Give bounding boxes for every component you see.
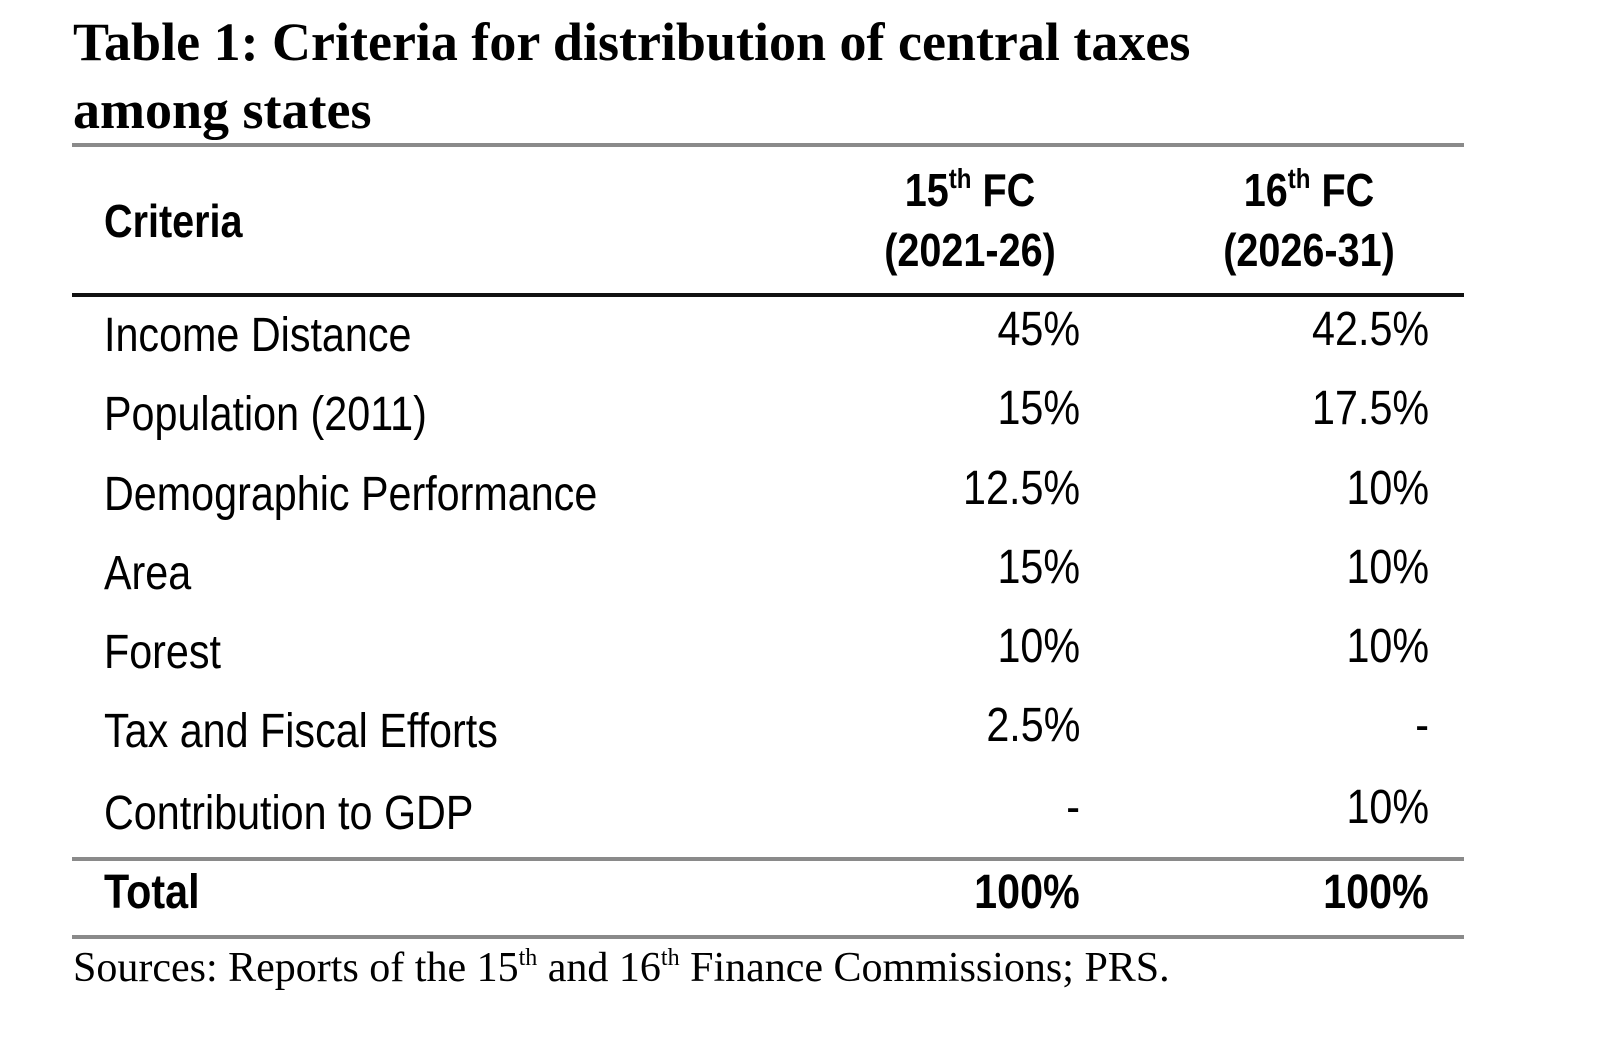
total-label: Total (104, 866, 200, 919)
header-16-sup: th (1287, 163, 1311, 194)
row-value-15th: 15% (997, 541, 1080, 594)
row-value-15th: 2.5% (985, 699, 1080, 752)
row-value-16th: 17.5% (1311, 382, 1429, 435)
header-15-num: 15 (904, 164, 949, 216)
row-criteria: Demographic Performance (104, 468, 598, 521)
row-criteria: Tax and Fiscal Efforts (104, 705, 498, 758)
header-rule (72, 293, 1464, 297)
bottom-rule (72, 935, 1464, 939)
source-part-1: Sources: Reports of the 15 (73, 945, 519, 991)
row-value-15th: 45% (997, 303, 1080, 356)
row-value-15th: 15% (997, 382, 1080, 435)
header-16-suffix: FC (1310, 164, 1375, 216)
header-15-sup: th (948, 163, 972, 194)
row-criteria: Forest (104, 626, 221, 679)
header-16-period: (2026-31) (1223, 224, 1395, 276)
header-15-period: (2021-26) (884, 224, 1056, 276)
header-16th-fc: 16th FC (2026-31) (1180, 160, 1438, 280)
top-rule (72, 143, 1464, 147)
header-15-suffix: FC (971, 164, 1036, 216)
row-value-15th: - (1066, 781, 1080, 834)
row-value-16th: - (1415, 699, 1429, 752)
header-15th-fc: 15th FC (2021-26) (841, 160, 1099, 280)
table-title-line-2: among states (73, 80, 372, 140)
total-rule (72, 857, 1464, 861)
source-note: Sources: Reports of the 15th and 16th Fi… (73, 940, 1170, 996)
total-value-16th: 100% (1323, 866, 1429, 919)
row-criteria: Population (2011) (104, 388, 427, 441)
source-sup-1: th (518, 945, 538, 971)
source-part-2: and 16 (537, 945, 661, 991)
source-sup-2: th (660, 945, 680, 971)
header-16-num: 16 (1243, 164, 1288, 216)
total-value-15th: 100% (974, 866, 1080, 919)
row-value-16th: 42.5% (1311, 303, 1429, 356)
row-value-16th: 10% (1346, 620, 1429, 673)
row-criteria: Area (104, 547, 192, 600)
row-value-16th: 10% (1346, 781, 1429, 834)
row-criteria: Contribution to GDP (104, 787, 474, 840)
row-value-16th: 10% (1346, 541, 1429, 594)
row-value-15th: 10% (997, 620, 1080, 673)
row-value-15th: 12.5% (962, 462, 1080, 515)
source-part-3: Finance Commissions; PRS. (679, 945, 1170, 991)
row-criteria: Income Distance (104, 309, 412, 362)
table-title-line-1: Table 1: Criteria for distribution of ce… (73, 12, 1191, 72)
table-title: Table 1: Criteria for distribution of ce… (73, 8, 1473, 144)
row-value-16th: 10% (1346, 462, 1429, 515)
header-criteria: Criteria (104, 195, 243, 247)
